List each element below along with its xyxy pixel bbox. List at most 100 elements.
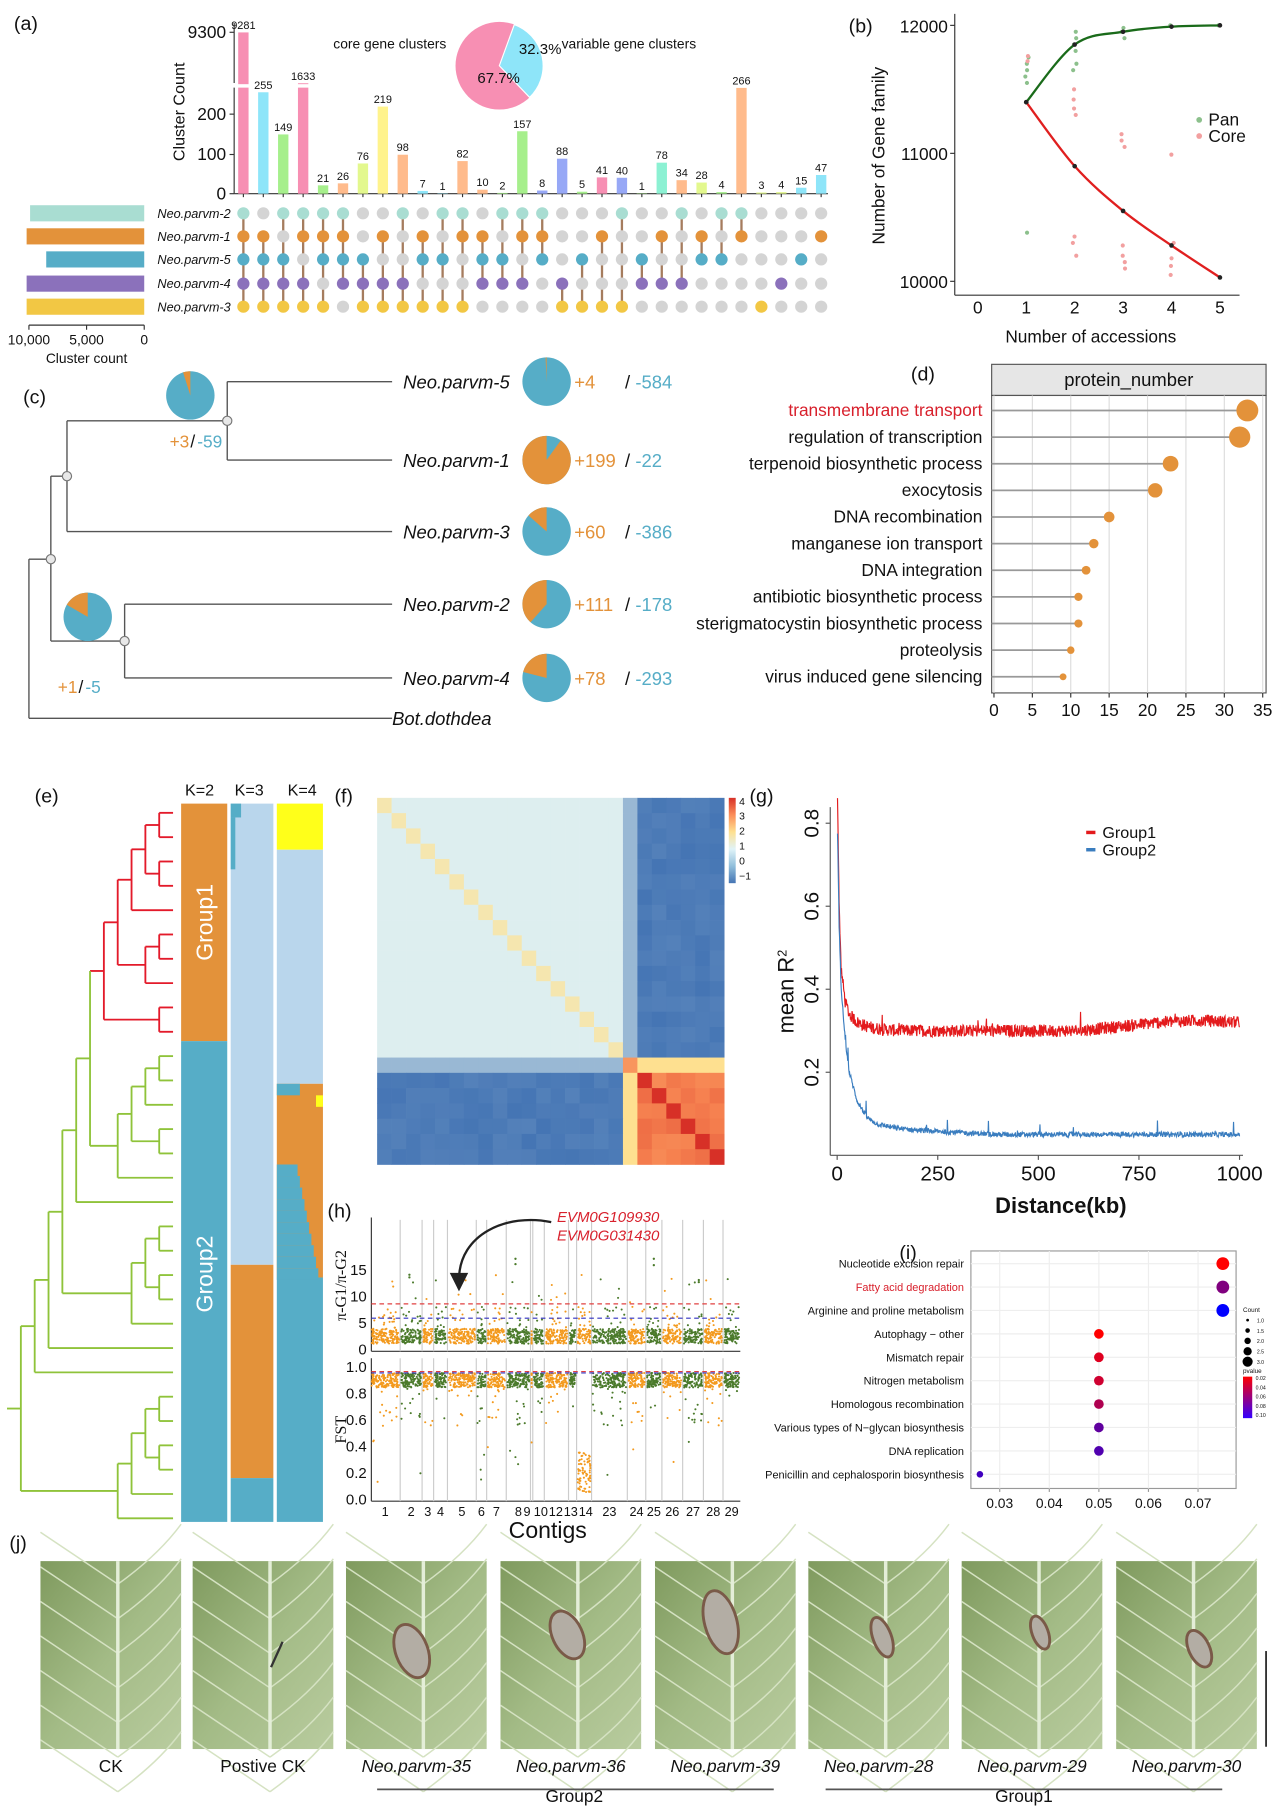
- heatmap-cell: [420, 1042, 436, 1058]
- pi-ratio-point: [596, 1341, 599, 1344]
- heatmap-cell: [420, 981, 436, 997]
- outgroup-label: Bot.dothdea: [392, 708, 491, 729]
- heatmap-cell: [420, 996, 436, 1013]
- pi-ratio-point: [573, 1335, 576, 1338]
- fst-point: [409, 1402, 412, 1405]
- fst-point: [539, 1401, 542, 1405]
- heatmap-cell: [680, 965, 696, 982]
- fst-point: [697, 1386, 700, 1389]
- fst-point: [382, 1386, 385, 1389]
- fst-point: [662, 1391, 665, 1394]
- pi-ratio-point: [511, 1328, 514, 1331]
- pi-ratio-point: [442, 1325, 445, 1329]
- fst-point: [705, 1381, 708, 1384]
- heatmap-cell: [536, 828, 551, 845]
- pi-ratio-point: [666, 1342, 669, 1345]
- fst-point: [506, 1386, 509, 1389]
- bar: [337, 183, 349, 194]
- set-dot-active: [297, 207, 310, 220]
- fst-point: [683, 1375, 686, 1378]
- pi-ratio-point: [715, 1342, 718, 1345]
- pi-ratio-point: [382, 1338, 385, 1341]
- pi-ratio-point: [431, 1334, 434, 1338]
- heatmap-cell: [651, 1133, 667, 1150]
- data-point: [1122, 36, 1127, 41]
- heatmap-cell: [420, 1103, 436, 1120]
- loss-count: -584: [635, 372, 672, 393]
- heatmap-cell: [507, 843, 523, 860]
- pi-ratio-point: [540, 1342, 543, 1345]
- pi-ratio-point: [416, 1322, 419, 1325]
- pi-ratio-point: [545, 1328, 548, 1331]
- heatmap-cell: [594, 965, 609, 982]
- pi-ratio-point: [617, 1287, 620, 1290]
- set-dot-inactive: [356, 207, 370, 220]
- set-dot-active: [257, 253, 270, 266]
- fst-point: [422, 1373, 425, 1376]
- pi-ratio-point: [428, 1328, 431, 1331]
- pi-ratio-point: [389, 1331, 393, 1334]
- heatmap-cell: [449, 904, 465, 921]
- heatmap-cell: [449, 981, 465, 997]
- heatmap-cell: [565, 981, 580, 997]
- pi-ratio-point: [400, 1306, 403, 1309]
- heatmap-cell: [709, 813, 725, 829]
- pi-ratio-point: [444, 1341, 448, 1344]
- fst-point: [497, 1408, 500, 1411]
- heatmap-cell: [536, 996, 551, 1013]
- heatmap-cell: [463, 981, 479, 997]
- set-dot-active: [795, 253, 808, 266]
- pi-ratio-point: [423, 1324, 426, 1327]
- pi-ratio-point: [550, 1312, 553, 1315]
- heatmap-cell: [406, 843, 421, 860]
- pi-ratio-point: [651, 1331, 654, 1334]
- heatmap-cell: [579, 858, 595, 875]
- pi-ratio-point: [573, 1329, 576, 1332]
- pi-ratio-point: [662, 1331, 665, 1334]
- fst-point: [519, 1384, 522, 1387]
- heatmap-cell: [709, 828, 725, 845]
- pi-ratio-point: [423, 1331, 426, 1334]
- gain-loss-separator: /: [190, 431, 195, 451]
- fst-point: [572, 1382, 575, 1385]
- fst-point: [571, 1385, 574, 1388]
- pi-ratio-point: [714, 1329, 717, 1332]
- fst-point: [549, 1395, 553, 1398]
- contig-label: 12: [549, 1505, 563, 1519]
- fst-point: [402, 1382, 405, 1385]
- pi-ratio-point: [511, 1281, 514, 1284]
- fst-point: [488, 1383, 491, 1386]
- heatmap-cell: [579, 1088, 595, 1104]
- pi-ratio-point: [439, 1332, 442, 1335]
- fst-point: [416, 1384, 419, 1387]
- fst-point: [502, 1385, 505, 1388]
- pi-ratio-point: [640, 1338, 643, 1341]
- pi-ratio-point: [377, 1334, 380, 1337]
- pi-ratio-point: [490, 1335, 493, 1339]
- fst-point: [511, 1385, 514, 1388]
- heatmap-cell: [695, 1042, 711, 1058]
- lollipop-dot: [1081, 565, 1091, 575]
- gain-loss-separator: /: [625, 521, 631, 542]
- fst-point: [379, 1411, 382, 1414]
- fst-point: [555, 1375, 558, 1379]
- heatmap-cell: [536, 1011, 551, 1028]
- heatmap-cell: [695, 1149, 711, 1165]
- fst-point: [559, 1377, 563, 1380]
- fst-point: [500, 1380, 504, 1383]
- y-axis-title-bottom: FST: [333, 1416, 350, 1444]
- heatmap-cell: [449, 1088, 465, 1104]
- pi-ratio-point: [678, 1322, 681, 1325]
- heatmap-cell: [478, 843, 494, 860]
- fst-point: [577, 1463, 581, 1466]
- pi-ratio-point: [536, 1340, 539, 1343]
- heatmap-cell: [622, 904, 638, 921]
- heatmap-cell: [608, 965, 624, 982]
- pi-ratio-point: [558, 1333, 562, 1336]
- pi-ratio-point: [550, 1283, 553, 1287]
- pi-ratio-point: [676, 1340, 679, 1343]
- pie-gain: [183, 371, 191, 396]
- fst-point: [576, 1481, 579, 1484]
- heatmap-cell: [550, 1103, 566, 1120]
- k4-admixture: [276, 1187, 303, 1200]
